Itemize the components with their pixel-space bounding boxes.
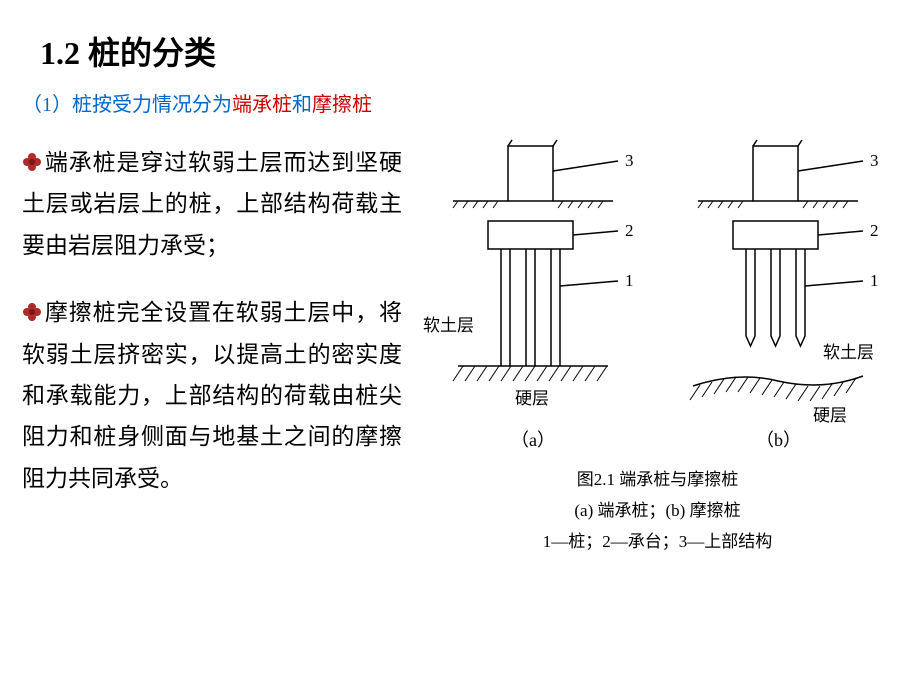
caption-line-3: 1—桩；2—承台；3—上部结构: [410, 528, 905, 557]
diagram-b: 3 2 1 软土层 硬层 （b）: [658, 136, 903, 456]
soft-layer-label-b: 软土层: [823, 343, 874, 362]
subtitle-mid: 和: [292, 94, 312, 116]
para1-text: 端承桩是穿过软弱土层而达到坚硬土层或岩层上的桩，上部结构荷载主要由岩层阻力承受；: [22, 150, 402, 258]
subtitle-prefix: （1）桩按受力情况分为: [22, 94, 232, 116]
flower-icon: [22, 152, 42, 172]
diagrams-row: 3 2 1 软土层 硬层 （a）: [410, 136, 905, 456]
label-2b: 2: [870, 221, 879, 240]
label-1: 1: [625, 271, 634, 290]
caption-line-1: 图2.1 端承桩与摩擦桩: [410, 466, 905, 495]
body-content: 端承桩是穿过软弱土层而达到坚硬土层或岩层上的桩，上部结构荷载主要由岩层阻力承受；…: [22, 142, 402, 525]
subtitle-term-2: 摩擦桩: [312, 94, 372, 116]
subtitle-term-1: 端承桩: [232, 94, 292, 116]
figure-container: 3 2 1 软土层 硬层 （a）: [410, 136, 905, 557]
label-1b: 1: [870, 271, 879, 290]
label-3b: 3: [870, 151, 879, 170]
subsection-heading: （1）桩按受力情况分为端承桩和摩擦桩: [22, 88, 372, 117]
soft-layer-label-a: 软土层: [423, 316, 474, 335]
hard-layer-label-a: 硬层: [515, 389, 549, 408]
paragraph-1: 端承桩是穿过软弱土层而达到坚硬土层或岩层上的桩，上部结构荷载主要由岩层阻力承受；: [22, 142, 402, 266]
paragraph-2: 摩擦桩完全设置在软弱土层中，将软弱土层挤密实，以提高土的密实度和承载能力，上部结…: [22, 292, 402, 499]
sub-a-label: （a）: [511, 430, 555, 450]
label-2: 2: [625, 221, 634, 240]
label-3: 3: [625, 151, 634, 170]
section-title: 1.2 桩的分类: [40, 28, 216, 74]
sub-b-label: （b）: [756, 430, 801, 450]
diagram-a: 3 2 1 软土层 硬层 （a）: [413, 136, 653, 456]
figure-caption: 图2.1 端承桩与摩擦桩 (a) 端承桩；(b) 摩擦桩 1—桩；2—承台；3—…: [410, 466, 905, 557]
para2-text: 摩擦桩完全设置在软弱土层中，将软弱土层挤密实，以提高土的密实度和承载能力，上部结…: [22, 300, 402, 491]
flower-icon: [22, 302, 42, 322]
hard-layer-label-b: 硬层: [813, 406, 847, 425]
caption-line-2: (a) 端承桩；(b) 摩擦桩: [410, 497, 905, 526]
